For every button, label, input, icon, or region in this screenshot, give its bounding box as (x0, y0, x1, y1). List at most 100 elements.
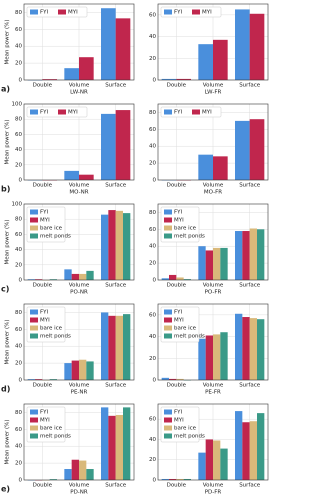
x-tick-label: Double (33, 83, 53, 89)
legend-label: bare ice (40, 426, 63, 432)
x-tick-label: Double (167, 83, 187, 89)
bar (64, 170, 79, 180)
y-tick-label: 20 (15, 61, 22, 67)
legend-swatch (164, 417, 172, 423)
legend-box (26, 206, 66, 243)
panel-label: b) (1, 185, 10, 194)
bar (242, 317, 250, 380)
bar (64, 68, 79, 80)
legend-box (26, 306, 66, 343)
bar (235, 9, 250, 80)
x-axis-title: PD-NR (70, 490, 88, 496)
plot-frame (157, 3, 269, 81)
bar (86, 469, 94, 480)
bar (176, 478, 184, 480)
bar (235, 313, 243, 380)
y-axis-title: Mean power (%) (5, 220, 11, 265)
legend-label: FYI (40, 410, 49, 416)
y-tick-label: 20 (149, 56, 156, 62)
bar (123, 213, 131, 280)
bar (161, 78, 177, 80)
x-tick-label: Double (167, 183, 187, 189)
y-tick-label: 20 (15, 361, 22, 367)
legend-swatch (164, 209, 172, 215)
bar (242, 422, 250, 480)
bar (79, 273, 87, 280)
y-tick-label: 60 (15, 27, 22, 33)
plot-frame (157, 103, 269, 181)
y-tick-label: 0 (19, 378, 23, 384)
y-axis-title: Mean power (%) (5, 420, 11, 465)
legend-box (160, 406, 200, 443)
legend-label: MYI (40, 218, 50, 224)
x-tick-label: Volume (203, 383, 224, 389)
panel-label: a) (1, 85, 10, 94)
bar (49, 379, 57, 380)
bar (213, 334, 221, 380)
x-axis-title: MO-NR (69, 190, 88, 196)
bar (49, 479, 57, 480)
panel-label: e) (1, 485, 10, 494)
legend-box (160, 106, 222, 118)
legend-label: FYI (40, 110, 49, 116)
bar (249, 228, 257, 280)
legend-label: FYI (40, 210, 49, 216)
bar (115, 210, 123, 280)
bar (86, 361, 94, 380)
legend-box (160, 306, 200, 343)
bar (101, 312, 109, 380)
y-tick-label: 80 (15, 217, 22, 223)
bar (213, 156, 228, 180)
legend-swatch (164, 425, 172, 431)
bar (249, 119, 265, 180)
bar (198, 246, 206, 280)
legend-label: MYI (202, 110, 212, 116)
bar (169, 378, 177, 380)
bar (79, 359, 87, 380)
bar (49, 279, 57, 280)
legend-swatch (30, 217, 38, 223)
bar (183, 279, 191, 280)
x-tick-label: Double (33, 483, 53, 489)
bar (257, 229, 265, 280)
y-tick-label: 0 (19, 478, 23, 484)
y-tick-label: 80 (15, 117, 22, 123)
bar (198, 154, 213, 180)
legend-label: melt ponds (174, 434, 205, 440)
legend-label: melt ponds (40, 434, 71, 440)
bar (64, 469, 72, 480)
bar (79, 174, 94, 180)
x-tick-label: Volume (203, 183, 224, 189)
y-tick-label: 100 (12, 202, 23, 208)
legend-label: melt ponds (174, 234, 205, 240)
y-tick-label: 40 (15, 444, 22, 450)
x-tick-label: Double (33, 283, 53, 289)
legend-swatch (164, 409, 172, 415)
bar (108, 315, 116, 380)
x-tick-label: Surface (105, 383, 127, 389)
y-tick-label: 60 (149, 417, 156, 423)
y-tick-label: 60 (15, 427, 22, 433)
y-tick-label: 40 (149, 334, 156, 340)
legend-swatch (30, 417, 38, 423)
x-axis-title: PD-FR (205, 490, 222, 496)
y-tick-label: 0 (153, 478, 157, 484)
bar (115, 18, 131, 81)
legend-label: bare ice (174, 326, 197, 332)
legend-label: FYI (174, 10, 183, 16)
bar (79, 57, 94, 80)
bar (115, 414, 123, 480)
legend-swatch (192, 9, 200, 15)
bar (183, 478, 191, 480)
legend-swatch (164, 433, 172, 439)
legend-swatch (30, 333, 38, 339)
plot-frame (23, 303, 135, 381)
legend-label: bare ice (40, 326, 63, 332)
bar (108, 210, 116, 280)
plot-frame (23, 103, 135, 181)
legend-swatch (164, 333, 172, 339)
y-tick-label: 60 (15, 132, 22, 138)
bar (64, 363, 72, 380)
x-tick-label: Surface (105, 183, 127, 189)
legend-swatch (192, 109, 200, 115)
